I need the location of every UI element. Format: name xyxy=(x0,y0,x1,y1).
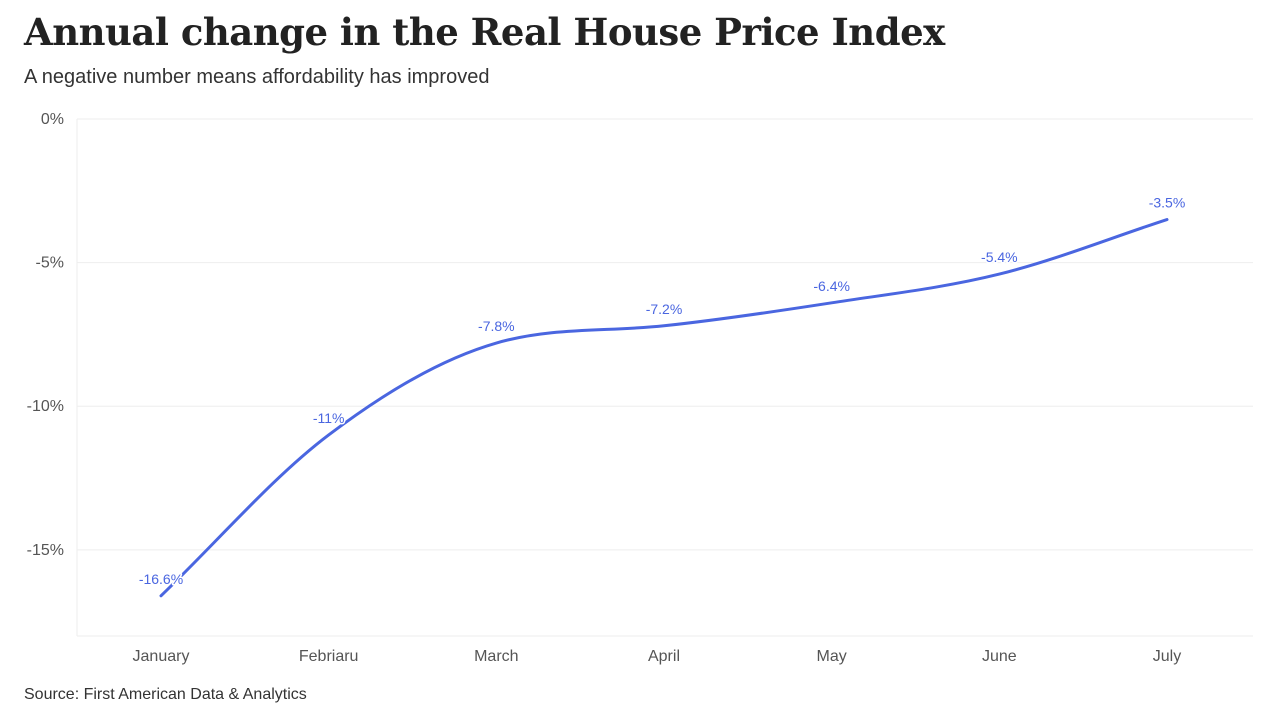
x-tick-label: June xyxy=(982,648,1017,665)
x-tick-label: Febriaru xyxy=(299,648,359,665)
data-label: -11% xyxy=(313,410,345,426)
series-line xyxy=(159,218,1169,598)
data-labels: -16.6% -11% -7.8% -7.2% -6.4% -5.4% -3.5% xyxy=(137,193,1186,588)
x-tick-label: April xyxy=(648,648,680,665)
x-tick-label: January xyxy=(133,648,190,665)
x-axis: January Febriaru March April May June July xyxy=(133,648,1182,665)
x-tick-label: May xyxy=(817,648,847,665)
chart-subtitle: A negative number means affordability ha… xyxy=(24,66,490,88)
gridlines xyxy=(76,118,1253,637)
data-label: -16.6% xyxy=(139,571,183,587)
series xyxy=(159,218,1169,598)
y-tick-label: -5% xyxy=(36,255,64,272)
data-label: -7.8% xyxy=(478,318,515,334)
y-tick-label: -15% xyxy=(27,542,64,559)
data-label: -7.2% xyxy=(646,301,683,317)
data-label: -6.4% xyxy=(813,278,850,294)
y-axis: 0% -5% -10% -15% xyxy=(27,111,64,559)
chart-title: Annual change in the Real House Price In… xyxy=(24,10,945,54)
data-label: -5.4% xyxy=(981,249,1018,265)
source-note: Source: First American Data & Analytics xyxy=(24,686,307,703)
x-tick-label: July xyxy=(1153,648,1181,665)
x-tick-label: March xyxy=(474,648,518,665)
data-label: -3.5% xyxy=(1149,195,1186,211)
y-tick-label: 0% xyxy=(41,111,64,128)
y-tick-label: -10% xyxy=(27,398,64,415)
